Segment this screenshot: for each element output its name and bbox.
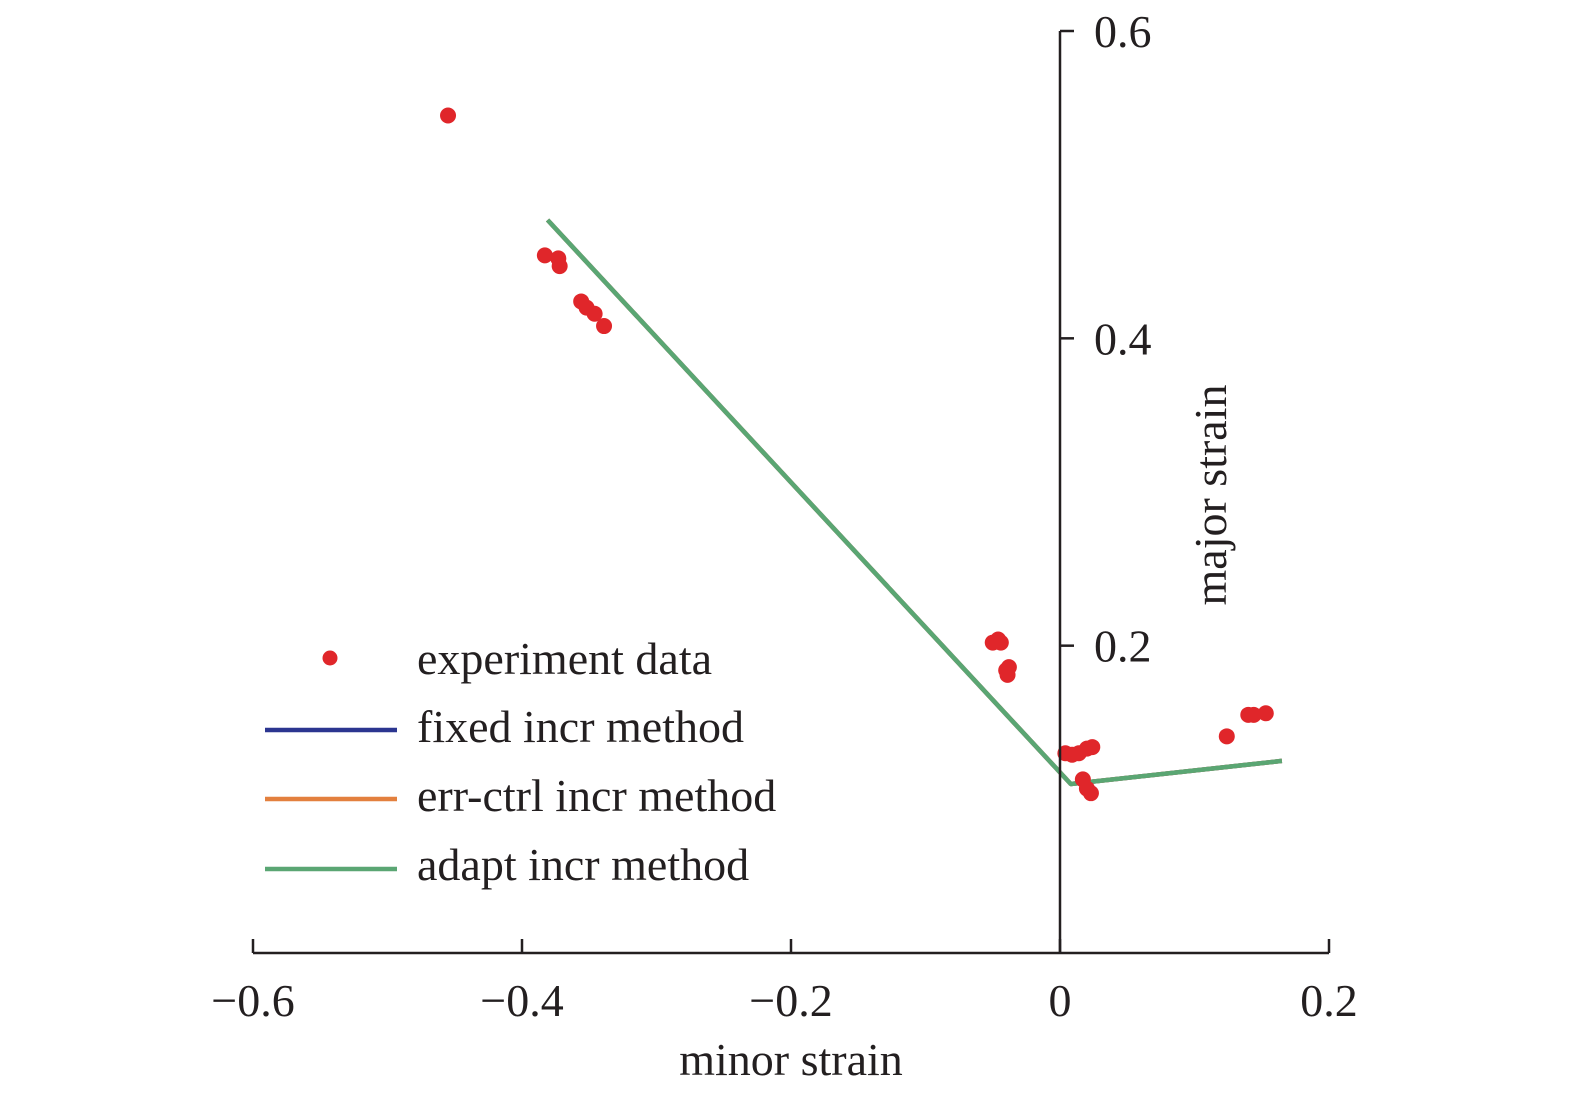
data-point <box>536 247 553 264</box>
x-tick-label: 0.2 <box>1300 975 1358 1026</box>
y-ticks: 0.2 0.4 0.6 <box>1060 6 1152 672</box>
data-point <box>551 258 568 275</box>
legend-label-experiment-data: experiment data <box>417 633 712 684</box>
plot-lines <box>545 218 1283 787</box>
data-point <box>440 107 457 124</box>
data-point <box>999 666 1016 683</box>
axes: −0.6 −0.4 −0.2 0 0.2 0.20.40.6 minor strain … <box>211 6 1357 1085</box>
y-tick-label: 0.2 <box>1094 621 1152 672</box>
x-axis-title: minor strain <box>679 1034 903 1085</box>
legend-label-fixed-incr: fixed incr method <box>417 701 744 752</box>
x-ticks: −0.6 −0.4 −0.2 0 0.2 <box>211 939 1358 1026</box>
data-point <box>1257 705 1274 722</box>
data-point <box>586 305 603 322</box>
data-point <box>1082 785 1099 802</box>
x-tick-label: −0.2 <box>749 975 832 1026</box>
data-point <box>1245 706 1262 723</box>
plot-points <box>440 107 1274 802</box>
x-tick-label: −0.4 <box>480 975 563 1026</box>
series-line-adapt-incr-method <box>545 218 1283 787</box>
series-line-fixed-incr-method <box>545 218 1283 787</box>
data-point <box>992 634 1009 651</box>
legend-marker-experiment-data <box>322 650 338 666</box>
legend: experiment data fixed incr method err-ct… <box>265 633 776 890</box>
y-axis-title: major strain <box>1185 385 1236 606</box>
x-tick-label: 0 <box>1049 975 1072 1026</box>
series-line-err-ctrl-incr-method <box>545 218 1283 787</box>
y-tick-label: 0.4 <box>1094 313 1152 364</box>
x-tick-label: −0.6 <box>211 975 294 1026</box>
y-tick-label: 0.6 <box>1094 6 1152 57</box>
data-point <box>1218 728 1235 745</box>
data-point <box>1084 739 1101 756</box>
legend-label-err-ctrl-incr: err-ctrl incr method <box>417 770 776 821</box>
data-point <box>596 318 613 335</box>
legend-label-adapt-incr: adapt incr method <box>417 839 749 890</box>
